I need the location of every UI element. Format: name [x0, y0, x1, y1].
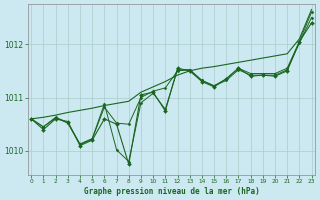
X-axis label: Graphe pression niveau de la mer (hPa): Graphe pression niveau de la mer (hPa) — [84, 187, 259, 196]
